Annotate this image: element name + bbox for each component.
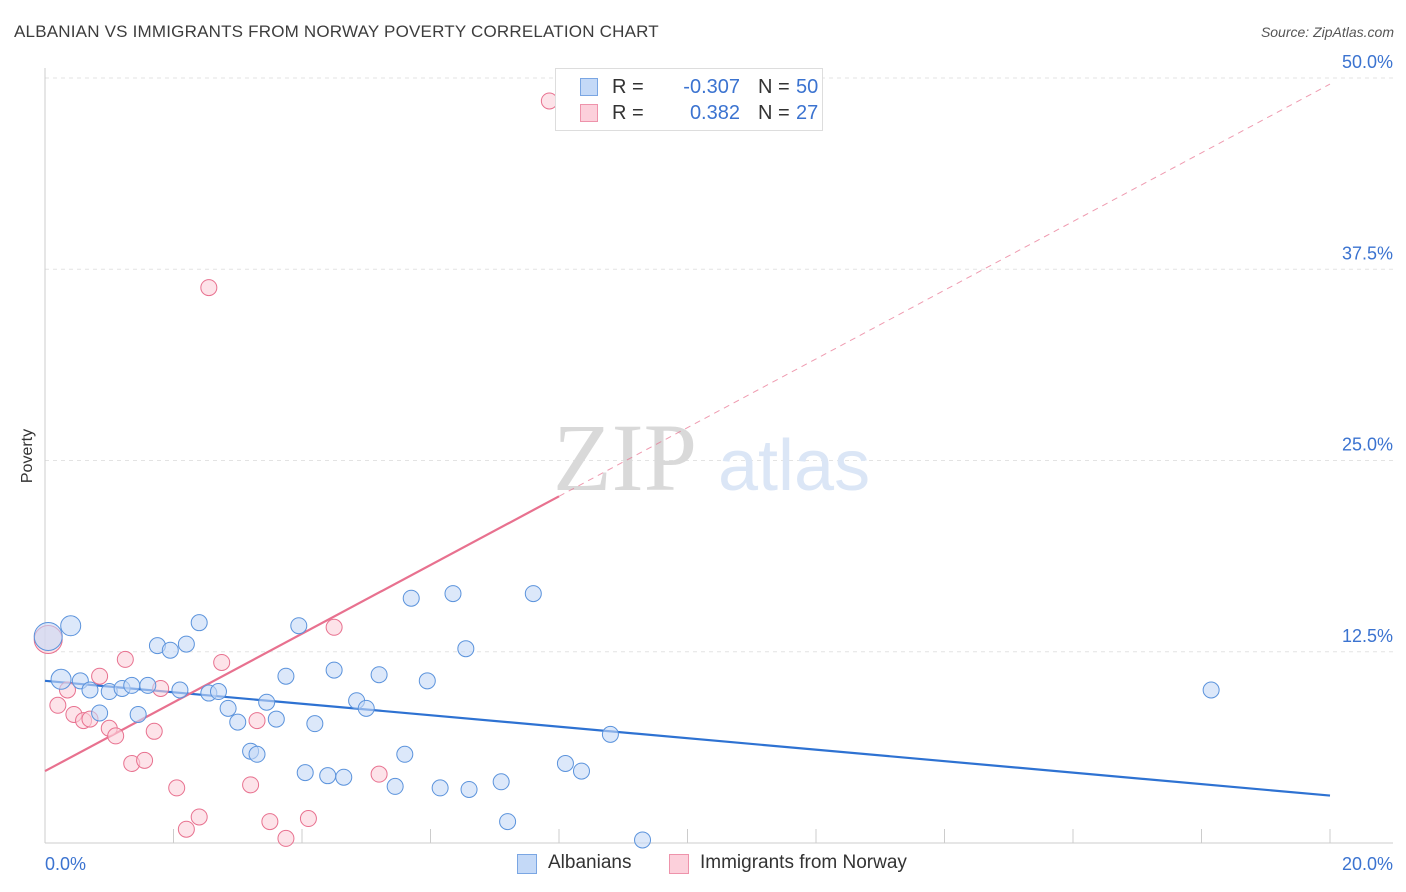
y-tick-label: 50.0% xyxy=(1342,52,1393,72)
albanians-swatch xyxy=(580,78,598,96)
norway-point xyxy=(370,765,388,783)
albanian-point xyxy=(306,715,324,733)
albanian-point xyxy=(296,764,314,782)
albanian-point xyxy=(190,614,208,632)
albanian-point xyxy=(258,693,276,711)
norway-point xyxy=(107,727,125,745)
legend-n-value: 50 xyxy=(796,76,819,98)
watermark-zip: ZIP xyxy=(553,404,697,511)
albanian-point xyxy=(33,621,63,651)
legend-n-value: 27 xyxy=(796,102,819,124)
norway-point xyxy=(116,650,134,668)
albanian-point xyxy=(229,713,247,731)
norway-point xyxy=(136,751,154,769)
points-layer xyxy=(33,92,1220,849)
legend-r-value: -0.307 xyxy=(683,76,740,98)
x-tick-label: 0.0% xyxy=(45,854,86,874)
albanian-point xyxy=(171,681,189,699)
norway-trend-line-extrapolated xyxy=(558,83,1331,497)
legend-r-label: R = xyxy=(612,76,644,98)
chart-source: Source: ZipAtlas.com xyxy=(1260,24,1394,40)
norway-point xyxy=(261,813,279,831)
norway-point xyxy=(242,776,260,794)
norway-point xyxy=(177,820,195,838)
albanian-point xyxy=(418,672,436,690)
albanian-point xyxy=(290,617,308,635)
albanian-point xyxy=(319,767,337,785)
albanian-point xyxy=(123,676,141,694)
norway-point xyxy=(277,829,295,847)
legend-r-value: 0.382 xyxy=(689,102,740,124)
albanian-point xyxy=(431,779,449,797)
y-tick-label: 12.5% xyxy=(1342,626,1393,646)
norway-point xyxy=(200,279,218,297)
albanian-point xyxy=(492,773,510,791)
albanian-point xyxy=(91,704,109,722)
albanian-point xyxy=(396,745,414,763)
albanian-point xyxy=(219,699,237,717)
norway-point xyxy=(299,810,317,828)
albanian-point xyxy=(177,635,195,653)
albanian-point xyxy=(129,705,147,723)
albanians-trend-line xyxy=(44,679,1331,797)
albanian-point xyxy=(556,754,574,772)
legend-r-label: R = xyxy=(612,102,644,124)
norway-legend-label: Immigrants from Norway xyxy=(700,852,907,873)
albanian-point xyxy=(81,681,99,699)
norway-point xyxy=(49,696,67,714)
albanian-point xyxy=(335,768,353,786)
legend-n-label: N = xyxy=(758,102,790,124)
albanian-point xyxy=(325,661,343,679)
albanian-point xyxy=(1202,681,1220,699)
albanian-point xyxy=(572,762,590,780)
albanian-point xyxy=(209,683,227,701)
norway-point xyxy=(168,779,186,797)
norway-point xyxy=(325,618,343,636)
albanian-point xyxy=(357,699,375,717)
tick-labels: 12.5% 25.0% 37.5% 50.0% 0.0% 20.0% xyxy=(45,52,1393,874)
albanian-point xyxy=(267,710,285,728)
norway-point xyxy=(190,808,208,826)
norway-legend-swatch xyxy=(669,854,689,874)
norway-point xyxy=(213,653,231,671)
albanian-point xyxy=(601,725,619,743)
y-tick-label: 37.5% xyxy=(1342,243,1393,263)
albanians-legend-swatch xyxy=(517,854,537,874)
albanian-point xyxy=(634,831,652,849)
watermark-atlas: atlas xyxy=(718,426,870,506)
norway-point xyxy=(91,667,109,685)
legend-n-label: N = xyxy=(758,76,790,98)
albanian-point xyxy=(139,676,157,694)
x-tick-label: 20.0% xyxy=(1342,854,1393,874)
albanian-point xyxy=(457,640,475,658)
albanian-point xyxy=(277,667,295,685)
chart-title: ALBANIAN VS IMMIGRANTS FROM NORWAY POVER… xyxy=(14,22,659,41)
norway-swatch xyxy=(580,104,598,122)
albanian-point xyxy=(161,641,179,659)
albanian-point xyxy=(444,585,462,603)
albanian-point xyxy=(370,666,388,684)
albanians-legend-label: Albanians xyxy=(548,852,632,873)
watermark: ZIP atlas xyxy=(553,404,870,511)
norway-point xyxy=(248,712,266,730)
albanian-point xyxy=(460,780,478,798)
albanian-point xyxy=(248,745,266,763)
albanian-point xyxy=(50,668,72,690)
grid-layer xyxy=(45,77,1393,653)
albanian-point xyxy=(524,585,542,603)
correlation-legend: R = -0.307 N = 50 R = 0.382 N = 27 xyxy=(555,68,823,131)
y-tick-label: 25.0% xyxy=(1342,435,1393,455)
norway-trend-line xyxy=(44,495,560,773)
albanian-point xyxy=(499,813,517,831)
albanian-point xyxy=(402,589,420,607)
albanian-point xyxy=(386,777,404,795)
axes-layer xyxy=(44,68,1393,844)
norway-point xyxy=(145,722,163,740)
albanian-point xyxy=(60,615,82,637)
